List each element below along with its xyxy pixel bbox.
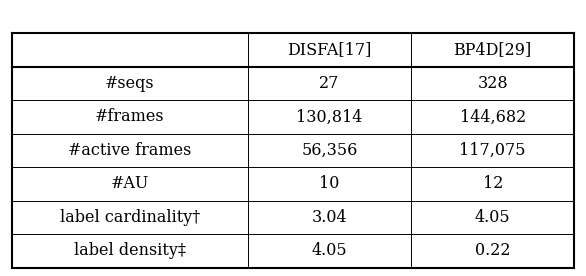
- Text: 144,682: 144,682: [459, 108, 526, 125]
- Text: 27: 27: [319, 75, 340, 92]
- Text: #active frames: #active frames: [68, 142, 192, 159]
- Text: 56,356: 56,356: [301, 142, 358, 159]
- Text: label density‡: label density‡: [74, 242, 186, 259]
- Text: #frames: #frames: [95, 108, 165, 125]
- Text: #seqs: #seqs: [105, 75, 155, 92]
- Text: #AU: #AU: [111, 176, 149, 192]
- Text: 12: 12: [482, 176, 503, 192]
- Text: 3.04: 3.04: [312, 209, 347, 226]
- Text: 10: 10: [319, 176, 340, 192]
- Text: 4.05: 4.05: [475, 209, 510, 226]
- Text: 117,075: 117,075: [459, 142, 526, 159]
- Text: label cardinality†: label cardinality†: [60, 209, 200, 226]
- Text: 0.22: 0.22: [475, 242, 510, 259]
- Text: 328: 328: [478, 75, 508, 92]
- Text: 4.05: 4.05: [312, 242, 347, 259]
- Text: 130,814: 130,814: [297, 108, 363, 125]
- Text: DISFA[17]: DISFA[17]: [287, 41, 372, 59]
- Text: BP4D[29]: BP4D[29]: [454, 41, 532, 59]
